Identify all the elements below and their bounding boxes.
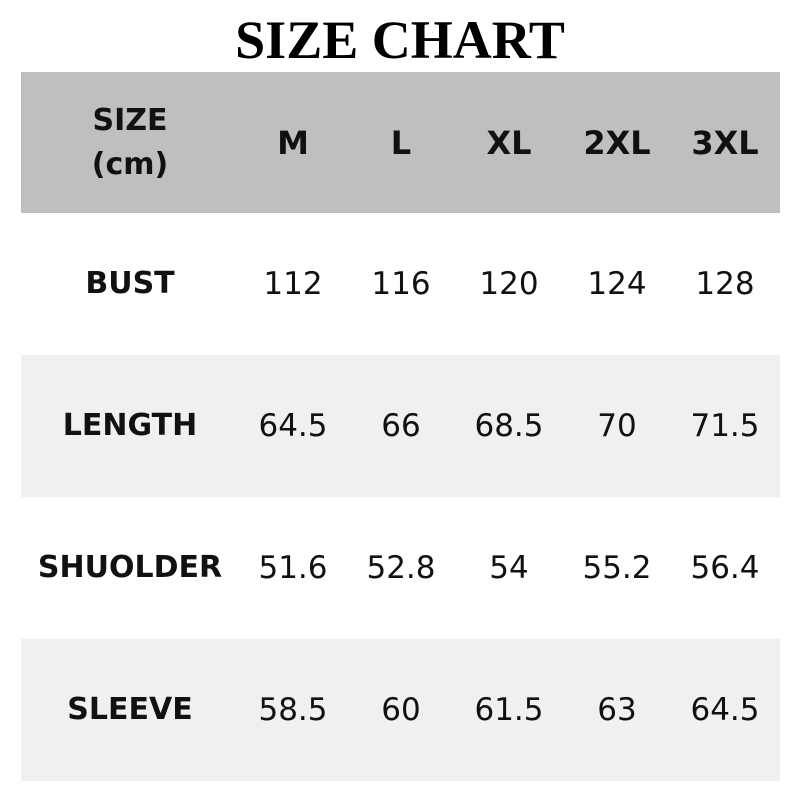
row-label: SLEEVE <box>67 692 193 727</box>
header-label-size: SIZE <box>92 102 168 138</box>
table-cell: 128 <box>695 266 755 302</box>
header-size: 3XL <box>691 123 759 162</box>
table-row-shoulder: SHUOLDER 51.6 52.8 54 55.2 56.4 <box>21 497 780 639</box>
table-cell: 66 <box>381 408 421 444</box>
table-cell: 60 <box>381 692 421 728</box>
row-label: LENGTH <box>62 408 198 443</box>
table-cell: 120 <box>479 266 539 302</box>
header-size: 2XL <box>583 123 651 162</box>
table-cell: 68.5 <box>474 408 544 444</box>
page-title: SIZE CHART <box>235 10 565 70</box>
table-cell: 61.5 <box>474 692 544 728</box>
table-cell: 58.5 <box>258 692 328 728</box>
table-row-length: LENGTH 64.5 66 68.5 70 71.5 <box>21 355 780 497</box>
table-cell: 71.5 <box>690 408 760 444</box>
table-row-sleeve: SLEEVE 58.5 60 61.5 63 64.5 <box>21 639 780 781</box>
row-label: SHUOLDER <box>37 550 223 585</box>
table-cell: 52.8 <box>366 550 436 586</box>
header-size: XL <box>486 123 532 162</box>
header-size: L <box>390 123 412 162</box>
table-cell: 116 <box>371 266 431 302</box>
table-cell: 70 <box>597 408 637 444</box>
header-label-unit: (cm) <box>91 146 169 182</box>
size-table: SIZE (cm) M L XL 2XL 3XL BUST 112 116 12… <box>21 72 780 781</box>
table-cell: 64.5 <box>258 408 328 444</box>
table-cell: 51.6 <box>258 550 328 586</box>
header-size: M <box>277 123 309 162</box>
row-label: BUST <box>85 266 175 301</box>
table-cell: 124 <box>587 266 647 302</box>
table-cell: 56.4 <box>690 550 760 586</box>
table-cell: 64.5 <box>690 692 760 728</box>
table-cell: 55.2 <box>582 550 652 586</box>
table-cell: 63 <box>597 692 637 728</box>
table-header-row: SIZE (cm) M L XL 2XL 3XL <box>21 72 780 213</box>
table-cell: 54 <box>489 550 529 586</box>
table-cell: 112 <box>263 266 323 302</box>
header-label: SIZE (cm) <box>21 99 239 187</box>
table-row-bust: BUST 112 116 120 124 128 <box>21 213 780 355</box>
